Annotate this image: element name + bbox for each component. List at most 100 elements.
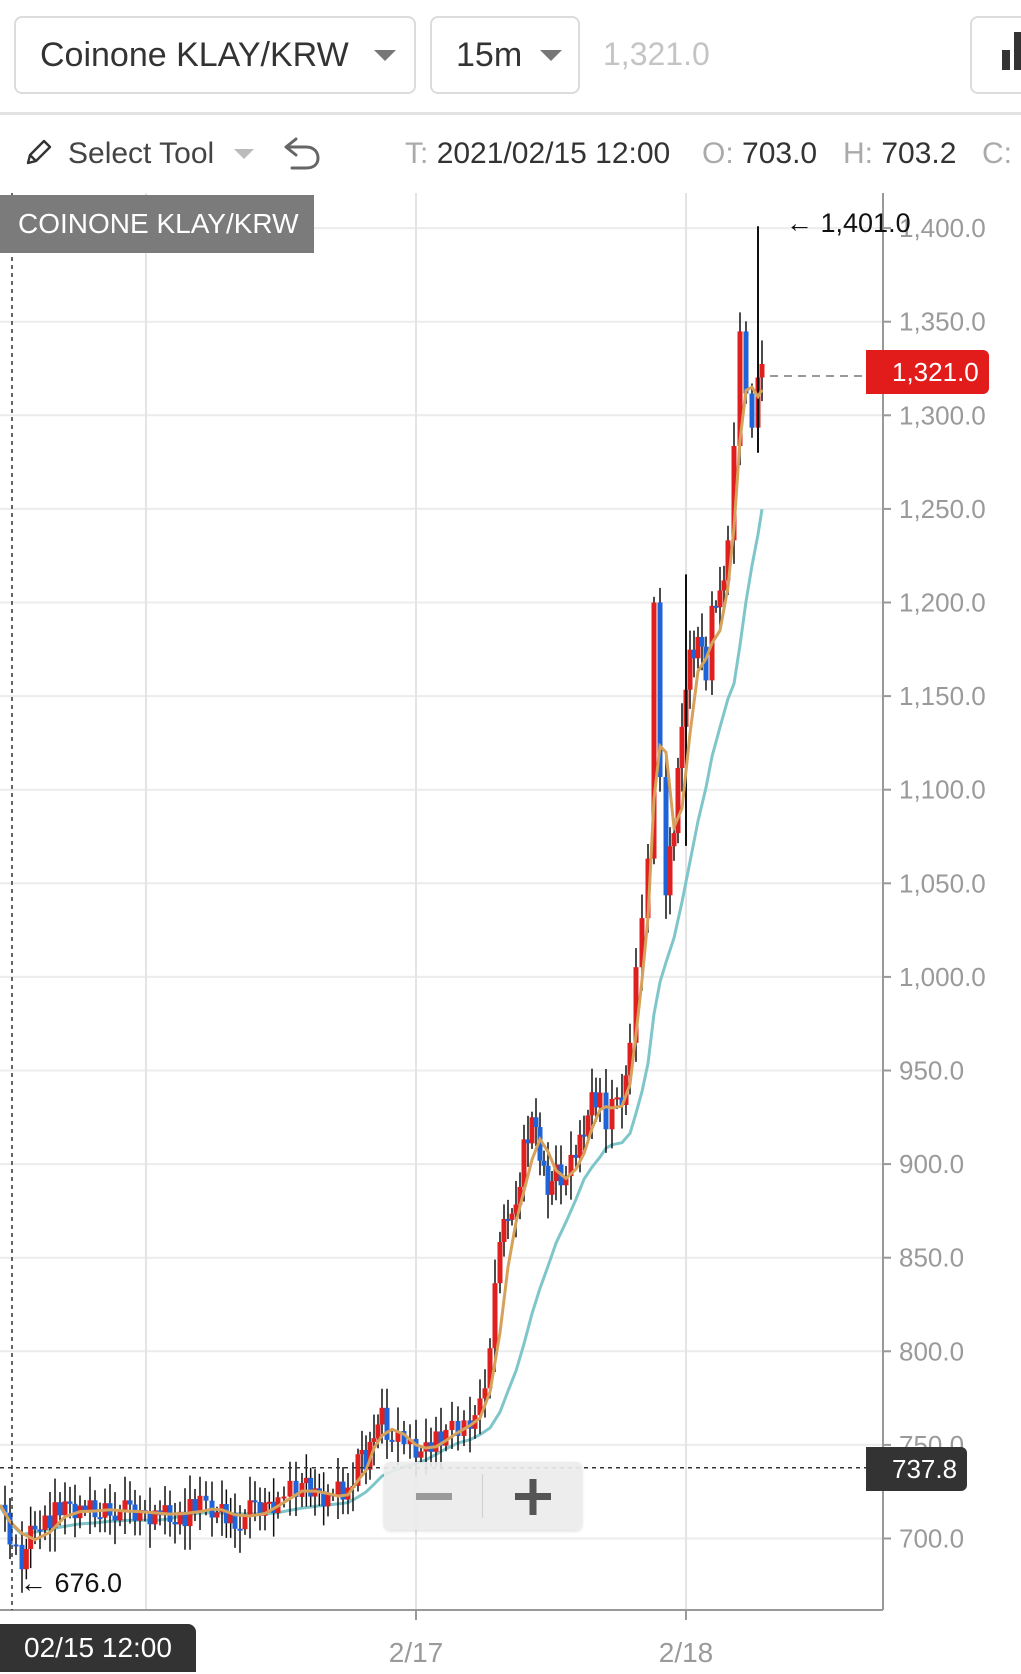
chart-type-button[interactable]: [970, 16, 1021, 94]
candle-body: [82, 1505, 88, 1511]
ohlc-open: O: 703.0: [702, 137, 817, 171]
candle-body: [699, 636, 705, 647]
candle-body: [266, 1501, 272, 1504]
candle-body: [529, 1117, 535, 1144]
candle-body: [749, 393, 755, 428]
current-price-badge: 1,321.0: [866, 350, 989, 394]
candle-body: [651, 602, 657, 859]
candle-body: [97, 1517, 103, 1520]
candle-body: [731, 446, 737, 541]
y-tick-label: 1,200.0: [899, 588, 986, 618]
candle-body: [573, 1154, 579, 1158]
candle-body: [657, 602, 663, 777]
undo-icon[interactable]: [282, 135, 322, 171]
pencil-icon[interactable]: [24, 137, 54, 167]
chevron-down-icon: [374, 50, 396, 61]
candle-body: [759, 364, 765, 378]
bar-chart-icon: [1002, 50, 1010, 70]
candle-body: [721, 580, 727, 591]
candle-body: [281, 1496, 287, 1499]
interval-dropdown-label: 15m: [456, 36, 523, 74]
candle-body: [517, 1186, 523, 1205]
last-price: 1,321.0: [603, 36, 710, 72]
candle-body: [505, 1218, 511, 1221]
candle-body: [375, 1424, 381, 1439]
candle-body: [521, 1139, 527, 1187]
candle-body: [413, 1438, 419, 1458]
candle-body: [293, 1480, 299, 1497]
y-tick-label: 1,250.0: [899, 494, 986, 524]
candle-body: [443, 1429, 449, 1446]
candle-body: [72, 1503, 78, 1519]
candle-body: [438, 1431, 444, 1446]
candle-body: [695, 636, 701, 659]
y-tick-label: 1,000.0: [899, 962, 986, 992]
candle-body: [7, 1512, 13, 1545]
candle-body: [509, 1213, 515, 1220]
candle-body: [87, 1500, 93, 1511]
candle-body: [152, 1510, 158, 1525]
zoom-out-button[interactable]: [384, 1462, 483, 1530]
y-tick-label: 800.0: [899, 1336, 964, 1366]
y-tick-label: 1,150.0: [899, 681, 986, 711]
candle-body: [533, 1117, 539, 1128]
candle-body: [177, 1511, 183, 1525]
candle-body: [335, 1481, 341, 1496]
candle-body: [162, 1505, 168, 1516]
candle-body: [545, 1165, 551, 1195]
x-tick-label: 2/17: [389, 1637, 444, 1668]
zoom-in-button[interactable]: [483, 1462, 582, 1530]
candle-body: [182, 1511, 188, 1527]
candle-body: [671, 833, 677, 847]
candle-body: [42, 1515, 48, 1531]
y-tick-label: 900.0: [899, 1149, 964, 1179]
candle-body: [577, 1134, 583, 1158]
ohlc-high-value: 703.2: [881, 137, 957, 170]
crosshair-price-badge: 737.8: [866, 1447, 968, 1491]
interval-dropdown[interactable]: 15m: [430, 16, 580, 94]
chevron-down-icon: [540, 50, 562, 61]
candle-body: [585, 1115, 591, 1136]
y-tick-label: 950.0: [899, 1056, 964, 1086]
chevron-down-icon[interactable]: [234, 149, 254, 159]
candle-body: [242, 1514, 248, 1530]
candle-body: [384, 1407, 390, 1440]
candle-body: [477, 1398, 483, 1416]
candle-body: [639, 918, 645, 968]
candle-body: [57, 1502, 63, 1516]
candle-body: [687, 649, 693, 690]
candle-body: [321, 1491, 327, 1507]
candle-body: [614, 1097, 620, 1100]
ohlc-high-key: H:: [843, 137, 873, 170]
candle-body: [197, 1495, 203, 1511]
candle-body: [743, 331, 749, 394]
candle-body: [667, 846, 673, 896]
y-tick-label: 1,050.0: [899, 868, 986, 898]
candle-body: [525, 1139, 531, 1144]
candle-body: [725, 540, 731, 581]
candle-body: [127, 1500, 133, 1505]
candle-body: [137, 1510, 143, 1521]
y-tick-label: 700.0: [899, 1524, 964, 1554]
ohlc-time-value: 2021/02/15 12:00: [436, 137, 671, 170]
candle-body: [228, 1512, 234, 1524]
pair-dropdown[interactable]: Coinone KLAY/KRW: [14, 16, 416, 94]
plus-icon: [515, 1479, 551, 1515]
candle-body: [379, 1407, 385, 1425]
bar-chart-icon-bar: [1014, 32, 1021, 70]
price-chart[interactable]: 1,400.0 1,350.0 1,300.0 1,250.0 1,200.0 1,150…: [0, 193, 1021, 1669]
candle-body: [32, 1525, 38, 1530]
candle-body: [713, 605, 719, 608]
candle-body: [593, 1092, 599, 1108]
candle-body: [316, 1488, 322, 1492]
candle-body: [513, 1204, 519, 1214]
chart-canvas[interactable]: 1,400.0 1,350.0 1,300.0 1,250.0 1,200.0 1,150…: [0, 193, 1021, 1669]
candle-body: [568, 1154, 574, 1177]
select-tool-label[interactable]: Select Tool: [68, 137, 215, 170]
candle-body: [262, 1502, 268, 1516]
crosshair-time-badge: 02/15 12:00: [0, 1624, 196, 1672]
candle-body: [62, 1501, 68, 1516]
candle-body: [537, 1127, 543, 1161]
candle-body: [603, 1092, 609, 1130]
candle-body: [237, 1528, 243, 1531]
